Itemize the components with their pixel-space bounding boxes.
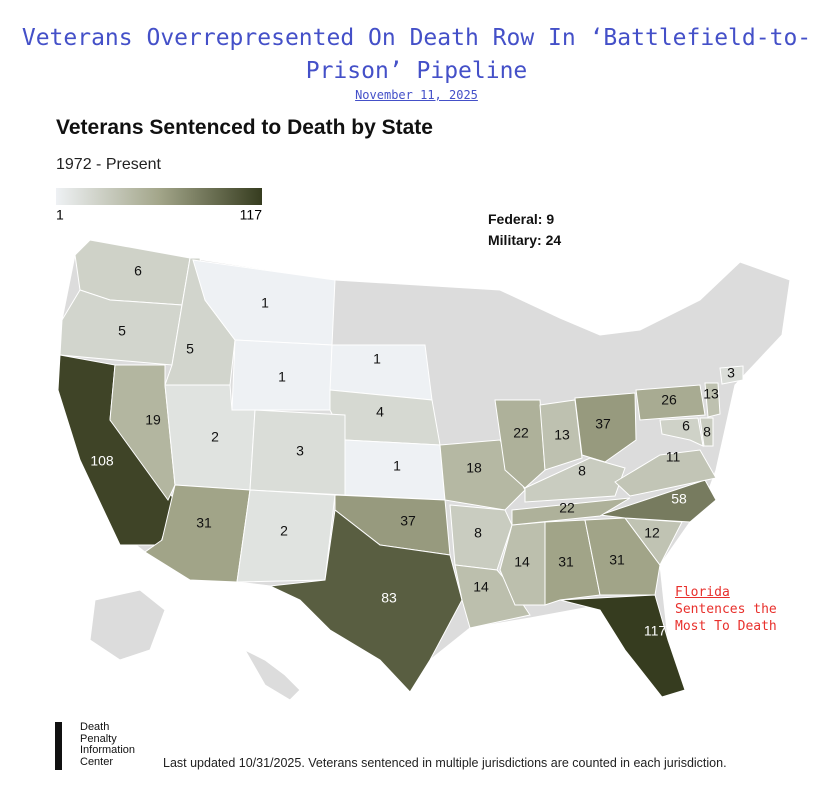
state-label: 1 <box>393 458 401 474</box>
headline: Veterans Overrepresented On Death Row In… <box>21 25 812 84</box>
state-label: 31 <box>558 554 574 570</box>
state-region <box>268 509 463 693</box>
state-region <box>699 417 714 447</box>
state-label: 1 <box>278 369 286 385</box>
state-label: 13 <box>554 427 570 443</box>
legend-min: 1 <box>56 207 64 223</box>
state-label: 1 <box>261 295 269 311</box>
state-label: 31 <box>609 552 625 568</box>
logo-text: Center <box>80 755 114 768</box>
state-region <box>539 399 583 471</box>
state-label: 6 <box>134 263 142 279</box>
state-label: 13 <box>703 386 719 402</box>
state-label: 11 <box>666 449 681 465</box>
annotation-title: Florida <box>675 585 730 600</box>
state-label: 5 <box>186 341 194 357</box>
state-label: 14 <box>514 554 530 570</box>
state-label: 3 <box>727 365 735 381</box>
state-region <box>704 382 721 418</box>
footnote: Last updated 10/31/2025. Veterans senten… <box>163 756 727 770</box>
state-label: 2 <box>211 429 219 445</box>
state-label: 8 <box>474 525 482 541</box>
state-label: 108 <box>90 453 114 469</box>
state-region <box>574 392 637 463</box>
state-label: 22 <box>513 425 529 441</box>
state-region <box>544 519 601 606</box>
state-label: 22 <box>559 500 575 516</box>
state-label: 6 <box>682 418 690 434</box>
state-label: 83 <box>381 590 397 606</box>
logo-mark <box>55 722 62 770</box>
state-label: 8 <box>703 424 711 440</box>
state-region <box>659 417 704 447</box>
state-region <box>559 594 686 698</box>
chart-subtitle: 1972 - Present <box>56 156 161 173</box>
state-label: 19 <box>145 412 161 428</box>
state-region <box>599 479 717 523</box>
note: Military: 24 <box>488 232 562 248</box>
legend-max: 117 <box>240 207 263 223</box>
state-label: 58 <box>671 491 687 507</box>
state-label: 2 <box>280 523 288 539</box>
state-region <box>614 449 717 497</box>
state-region <box>454 564 531 629</box>
state-label: 31 <box>196 515 212 531</box>
state-region <box>494 399 546 489</box>
logo-text: Penalty <box>80 732 117 745</box>
annotation: Florida Sentences the Most To Death <box>675 584 777 635</box>
state-label: 117 <box>644 623 667 639</box>
state-label: 1 <box>373 351 381 367</box>
state-region <box>719 365 744 385</box>
state-label: 18 <box>466 460 482 476</box>
note: Federal: 9 <box>488 211 555 227</box>
logo-text: Death <box>80 721 110 733</box>
annotation-text: Sentences the <box>675 602 777 617</box>
state-label: 37 <box>400 513 416 529</box>
state-label: 3 <box>296 443 304 459</box>
state-label: 37 <box>595 416 611 432</box>
state-label: 4 <box>376 404 384 420</box>
state-region <box>635 384 706 421</box>
logo: Death Penalty Information Center <box>80 721 136 768</box>
state-label: 8 <box>578 463 586 479</box>
annotation-text: Most To Death <box>675 619 777 634</box>
chart-title: Veterans Sentenced to Death by State <box>56 116 433 139</box>
state-region <box>511 497 631 526</box>
state-region <box>584 517 661 596</box>
state-label: 14 <box>473 579 489 595</box>
state-label: 26 <box>661 392 677 408</box>
state-label: 12 <box>644 525 660 541</box>
state-label: 5 <box>118 323 126 339</box>
date-link[interactable]: November 11, 2025 <box>355 88 478 102</box>
legend-bar <box>56 188 262 205</box>
state-region <box>449 504 513 571</box>
no-data-region <box>89 589 166 661</box>
logo-text: Information <box>80 744 136 756</box>
no-data-region <box>243 648 301 701</box>
